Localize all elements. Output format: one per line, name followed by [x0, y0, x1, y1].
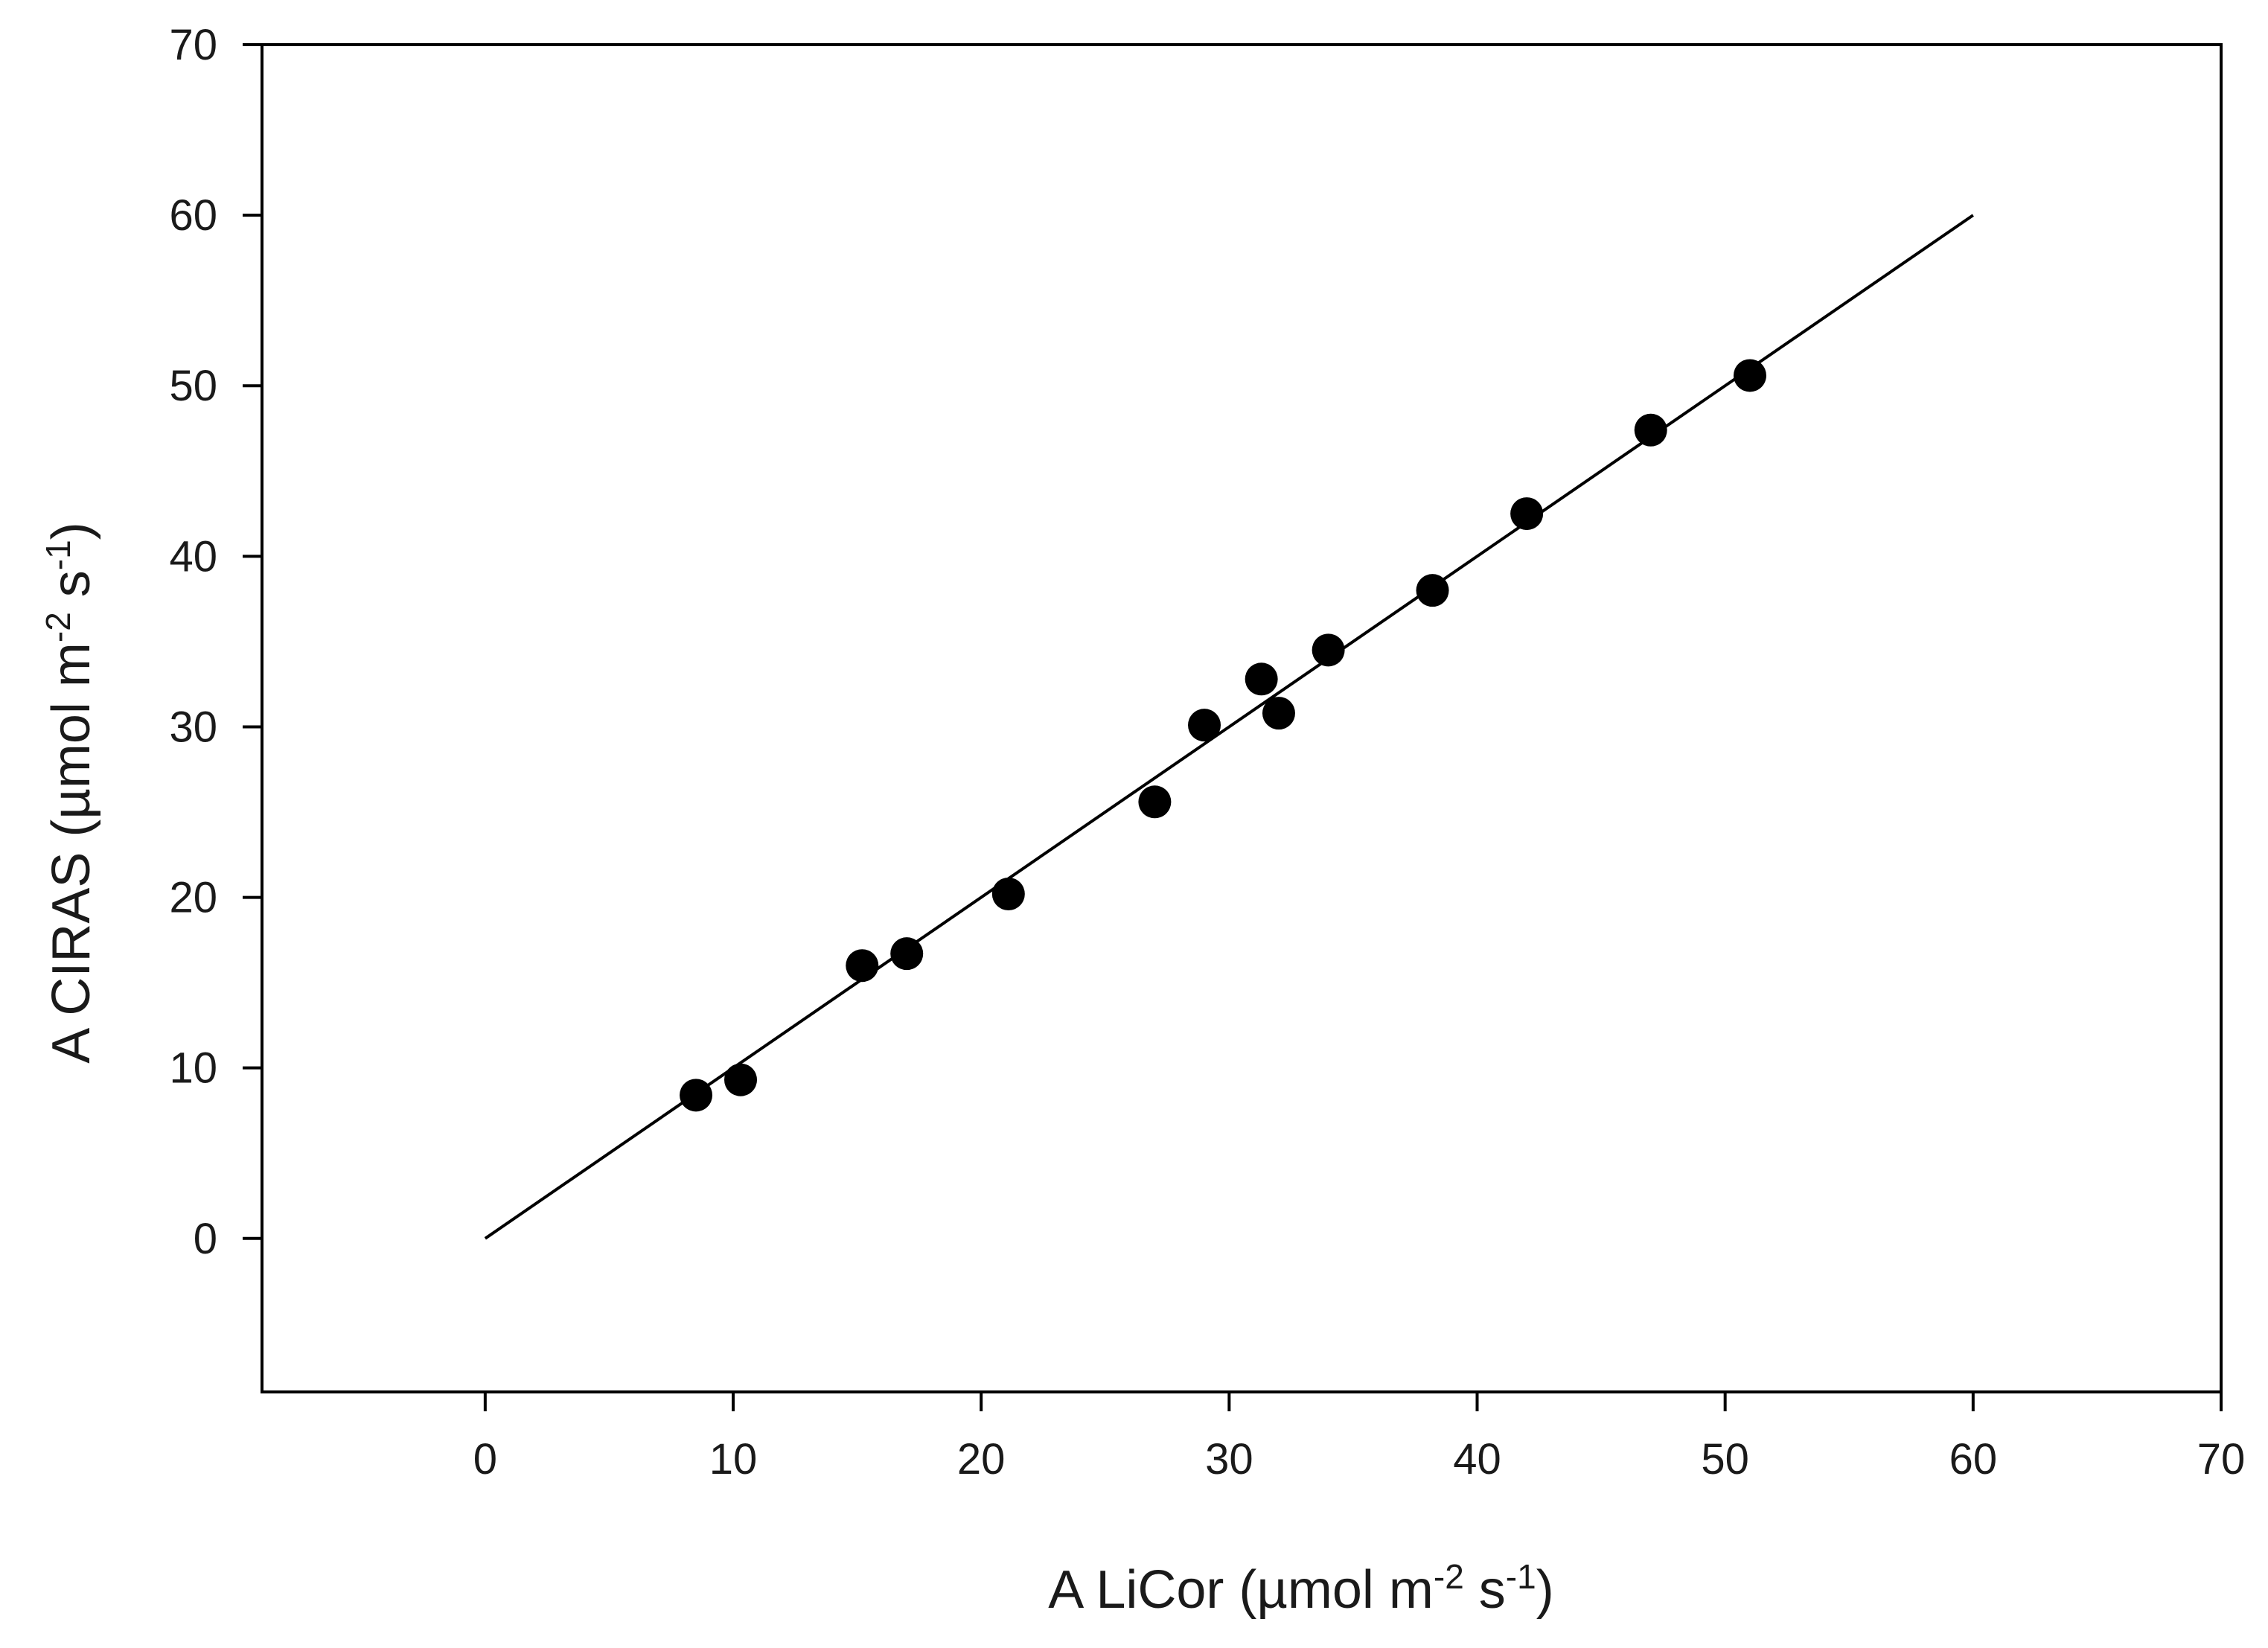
data-point	[1138, 785, 1172, 819]
y-axis-title: A CIRAS (µmol m-2 s-1)	[39, 522, 101, 1063]
y-tick-label: 30	[169, 703, 217, 751]
axes: 0 10 20 30 40 50 60 70 0 10 20 30 40 50 60 70	[169, 21, 2245, 1483]
data-point	[1733, 359, 1766, 392]
x-tick-label: 30	[1205, 1435, 1253, 1483]
data-point	[1188, 709, 1221, 742]
x-tick-label: 70	[2197, 1435, 2246, 1483]
y-tick-label: 70	[169, 21, 217, 69]
y-tick-label: 60	[169, 191, 217, 240]
y-tick-label: 40	[169, 532, 217, 581]
x-axis-title: A LiCor (µmol m-2 s-1)	[1048, 1557, 1553, 1620]
y-tick-label: 10	[169, 1044, 217, 1093]
data-point	[1416, 574, 1449, 607]
x-tick-label: 50	[1701, 1435, 1749, 1483]
x-tick-label: 60	[1949, 1435, 1998, 1483]
data-point	[991, 877, 1025, 910]
x-tick-label: 20	[957, 1435, 1006, 1483]
data-point	[1262, 697, 1295, 730]
plot-area	[484, 214, 1974, 1240]
x-tick-label: 0	[473, 1435, 497, 1483]
data-point	[724, 1063, 758, 1096]
x-tick-label: 10	[709, 1435, 758, 1483]
y-tick-label: 20	[169, 874, 217, 922]
data-point	[890, 937, 924, 971]
data-point	[1634, 413, 1667, 447]
data-point	[1245, 662, 1278, 696]
plot-frame	[261, 43, 2223, 1393]
data-point	[846, 949, 879, 983]
data-point	[680, 1079, 713, 1112]
data-point	[1312, 633, 1345, 667]
y-tick-label: 0	[194, 1215, 217, 1263]
data-point	[1510, 497, 1544, 531]
y-tick-label: 50	[169, 362, 217, 410]
x-tick-label: 40	[1453, 1435, 1501, 1483]
